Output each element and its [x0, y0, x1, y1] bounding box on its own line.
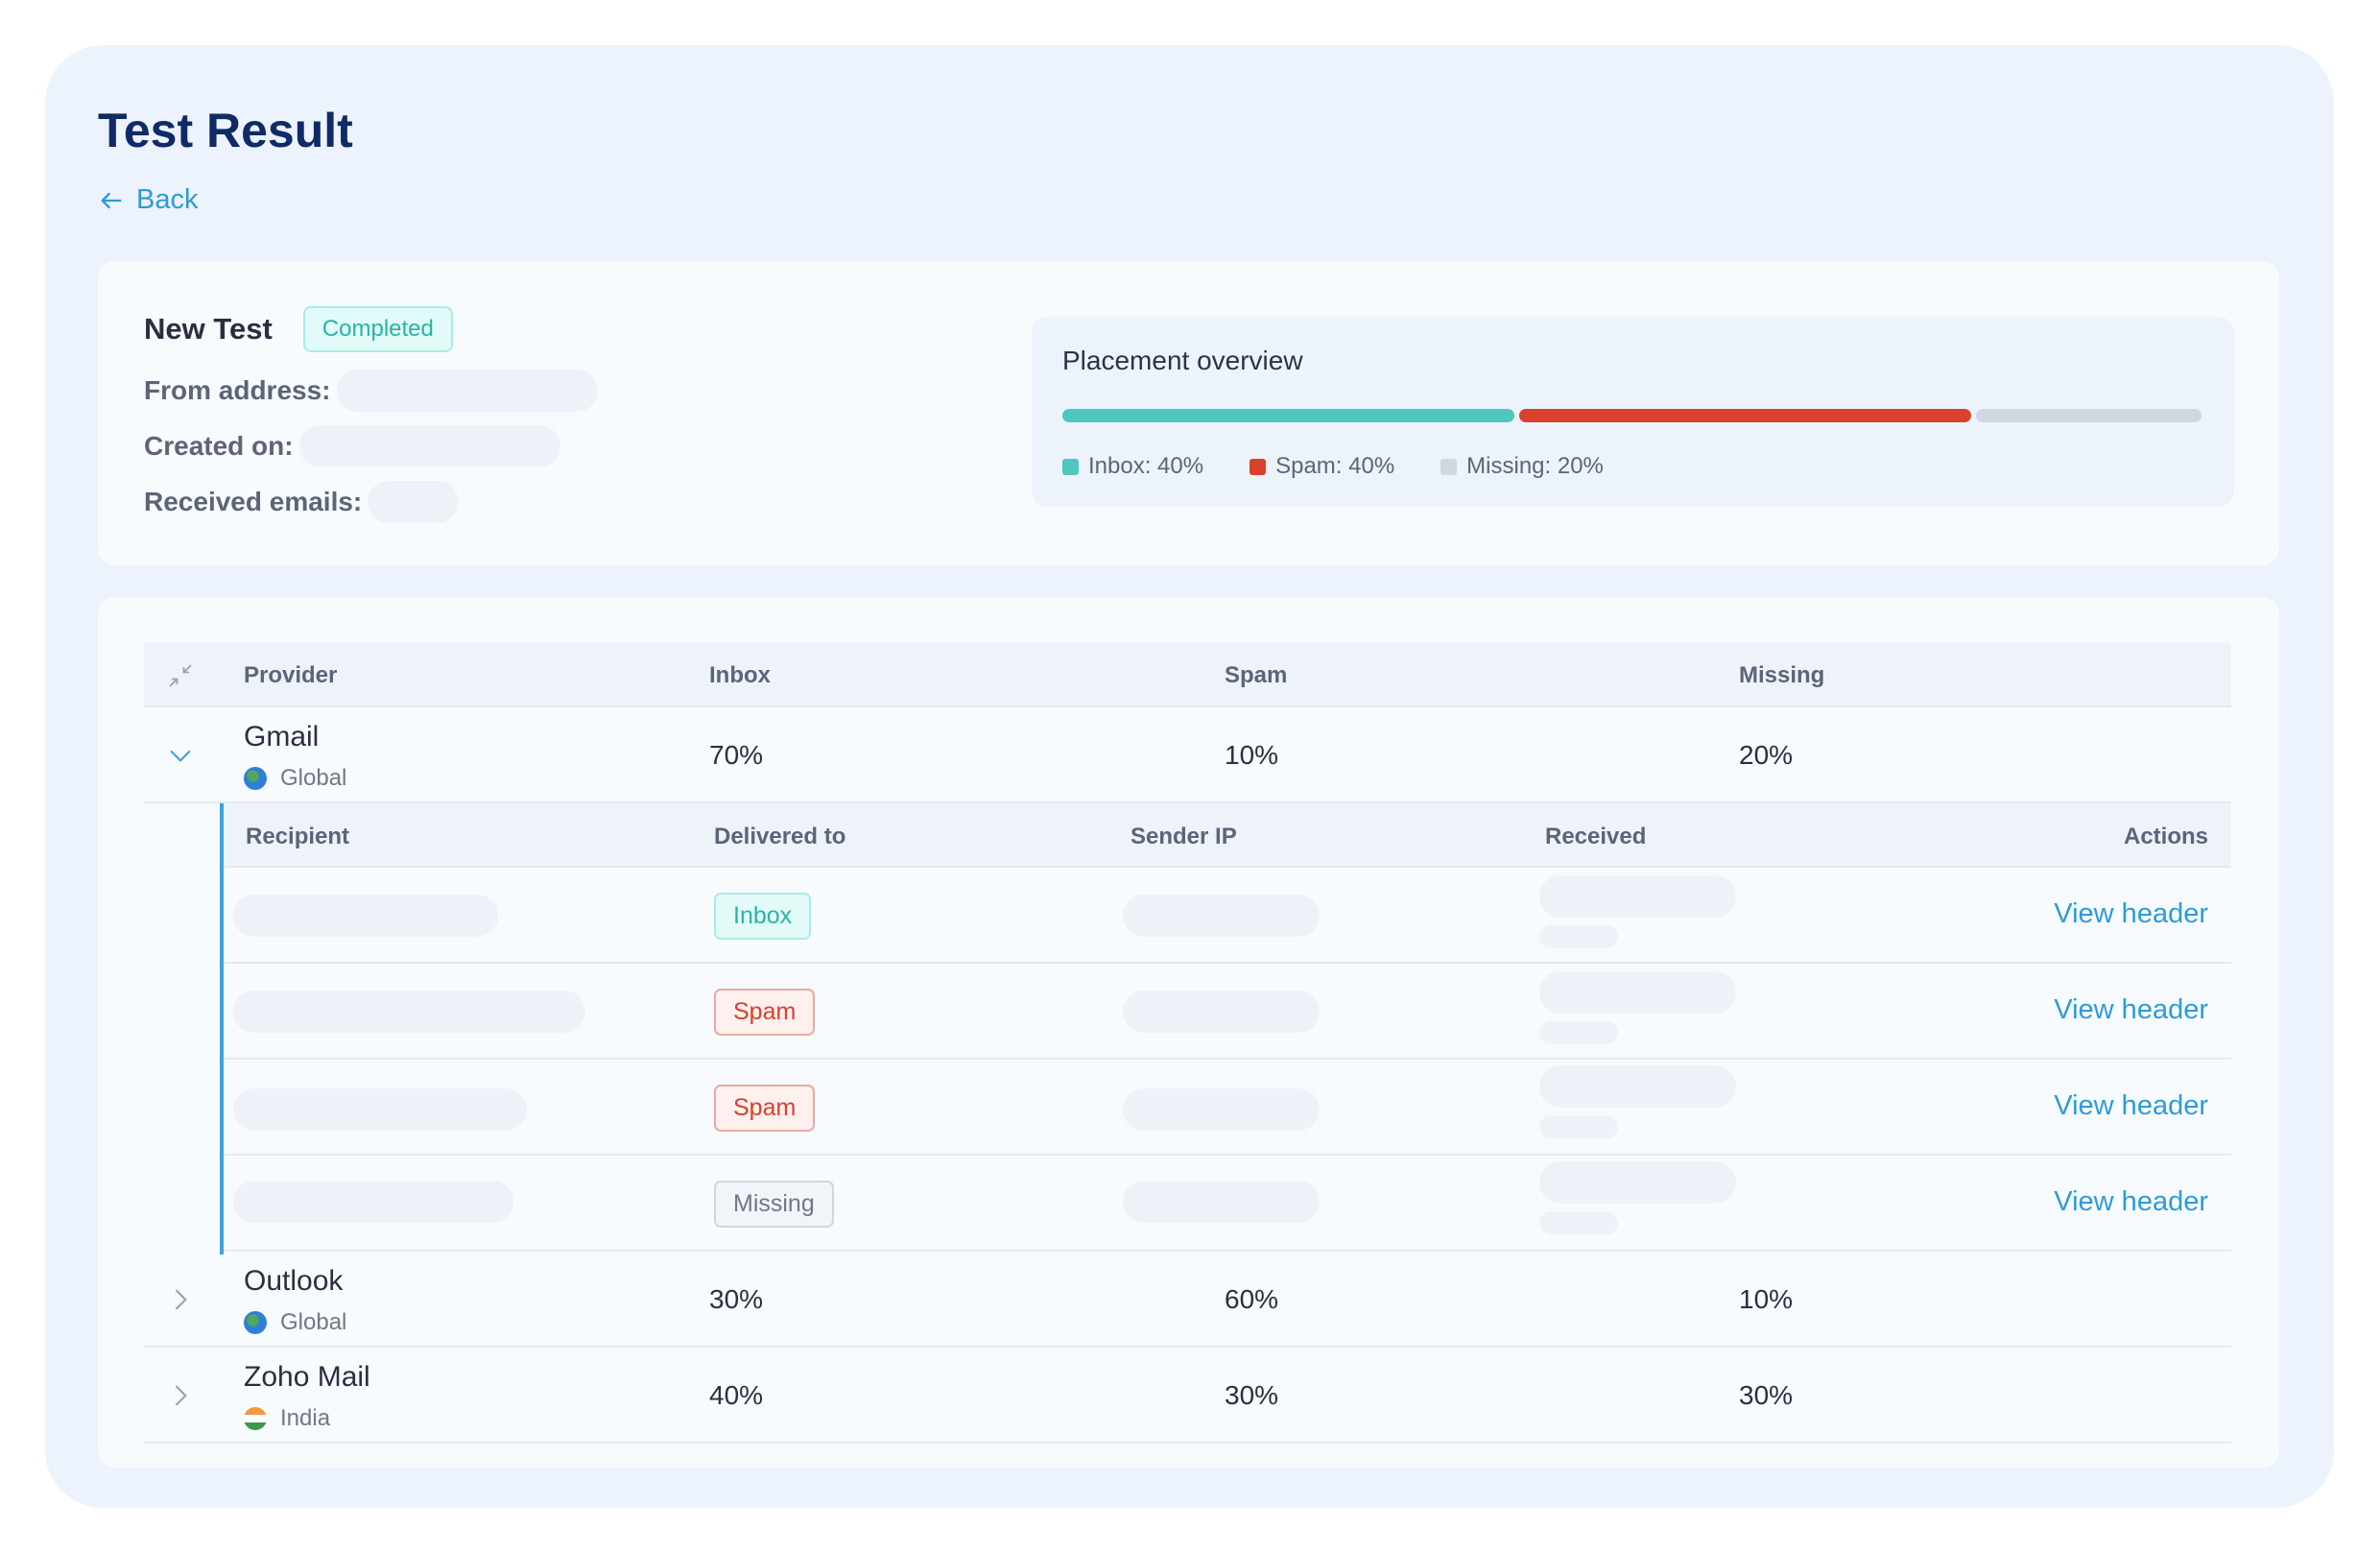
- inbox-percent: 30%: [709, 1284, 764, 1314]
- chevron-down-icon[interactable]: [165, 740, 196, 771]
- legend-item-inbox: Inbox: 40%: [1062, 453, 1203, 480]
- delivered-tag: Spam: [714, 989, 816, 1036]
- legend-label: Missing: 20%: [1466, 453, 1604, 479]
- provider-region: Global: [244, 1309, 346, 1336]
- provider-name: Outlook: [244, 1265, 344, 1297]
- page-title: Test Result: [98, 104, 353, 157]
- spam-percent: 60%: [1225, 1284, 1279, 1314]
- created-on-placeholder: [298, 425, 560, 467]
- placement-segment-inbox: [1062, 409, 1514, 422]
- placement-segment-missing: [1975, 409, 2202, 422]
- received-time-placeholder: [1539, 1115, 1618, 1138]
- received-time-placeholder: [1539, 925, 1618, 948]
- region-label: Global: [280, 1309, 347, 1335]
- legend-swatch: [1250, 458, 1267, 475]
- spam-percent: 30%: [1225, 1380, 1279, 1410]
- spam-percent: 10%: [1225, 740, 1279, 770]
- detail-row: Spam View header: [224, 1060, 2231, 1156]
- placement-segment-spam: [1518, 409, 1971, 422]
- missing-percent: 10%: [1739, 1284, 1794, 1314]
- missing-percent: 30%: [1739, 1380, 1794, 1410]
- header-sender-ip: Sender IP: [1130, 824, 1237, 849]
- provider-name: Gmail: [244, 721, 320, 753]
- header-delivered-to: Delivered to: [714, 824, 846, 849]
- legend-swatch: [1440, 458, 1458, 475]
- view-header-link[interactable]: View header: [2054, 994, 2208, 1025]
- placement-legend: Inbox: 40% Spam: 40% Missing: 20%: [1062, 453, 1604, 480]
- provider-name: Zoho Mail: [244, 1361, 370, 1393]
- view-header-link[interactable]: View header: [2054, 1090, 2208, 1121]
- collapse-arrows-icon[interactable]: [167, 662, 194, 689]
- test-summary-card: New Test Completed From address: Created…: [98, 261, 2279, 565]
- view-header-link[interactable]: View header: [2054, 1186, 2208, 1217]
- delivered-tag: Missing: [714, 1181, 834, 1228]
- table-header: Provider Inbox Spam Missing: [144, 643, 2231, 707]
- header-missing: Missing: [1739, 662, 1825, 688]
- region-label: Global: [280, 765, 347, 791]
- inbox-percent: 40%: [709, 1380, 764, 1410]
- placement-bar: [1062, 409, 2202, 422]
- provider-region: Global: [244, 765, 346, 792]
- sender-ip-placeholder: [1123, 991, 1320, 1033]
- legend-item-spam: Spam: 40%: [1250, 453, 1394, 480]
- sender-ip-placeholder: [1123, 1088, 1320, 1131]
- detail-header: Recipient Delivered to Sender IP Receive…: [224, 803, 2231, 868]
- legend-swatch: [1062, 458, 1079, 475]
- sender-ip-placeholder: [1123, 895, 1320, 937]
- globe-icon: [244, 1311, 267, 1334]
- gmail-detail-table: Recipient Delivered to Sender IP Receive…: [220, 803, 2231, 1254]
- recipient-placeholder: [233, 1088, 527, 1131]
- provider-row-outlook[interactable]: Outlook Global 30% 60% 10%: [144, 1252, 2231, 1348]
- placement-overview: Placement overview Inbox: 40% Spam: 40% Mi…: [1032, 317, 2234, 507]
- provider-region: India: [244, 1405, 330, 1432]
- provider-row-zoho[interactable]: Zoho Mail India 40% 30% 30%: [144, 1348, 2231, 1444]
- received-placeholder: [1539, 1161, 1736, 1204]
- provider-row-gmail[interactable]: Gmail Global 70% 10% 20%: [144, 707, 2231, 803]
- created-on-label: Created on:: [144, 431, 294, 461]
- received-placeholder: [1539, 875, 1736, 918]
- missing-percent: 20%: [1739, 740, 1794, 770]
- header-actions: Actions: [2123, 824, 2208, 849]
- delivered-tag: Spam: [714, 1085, 816, 1132]
- received-placeholder: [1539, 1065, 1736, 1108]
- recipient-placeholder: [233, 991, 585, 1033]
- test-name: New Test: [144, 312, 273, 346]
- arrow-left-icon: [101, 192, 122, 208]
- india-flag-icon: [244, 1407, 267, 1430]
- back-label: Back: [136, 184, 199, 215]
- recipient-placeholder: [233, 1181, 513, 1223]
- from-address-label: From address:: [144, 375, 331, 405]
- inbox-percent: 70%: [709, 740, 764, 770]
- detail-row: Spam View header: [224, 964, 2231, 1060]
- chevron-right-icon[interactable]: [165, 1380, 196, 1411]
- globe-icon: [244, 767, 267, 790]
- received-emails-placeholder: [368, 481, 460, 523]
- header-spam: Spam: [1225, 662, 1288, 688]
- placement-title: Placement overview: [1062, 346, 1303, 375]
- header-recipient: Recipient: [246, 824, 350, 849]
- header-received: Received: [1545, 824, 1647, 849]
- header-provider: Provider: [244, 662, 338, 688]
- delivered-tag: Inbox: [714, 893, 812, 940]
- header-inbox: Inbox: [709, 662, 771, 688]
- provider-table-card: Provider Inbox Spam Missing Gmail Global…: [98, 597, 2279, 1468]
- region-label: India: [280, 1405, 331, 1431]
- detail-row: Missing View header: [224, 1156, 2231, 1252]
- legend-label: Spam: 40%: [1275, 453, 1395, 479]
- from-address-placeholder: [336, 370, 598, 412]
- view-header-link[interactable]: View header: [2054, 898, 2208, 929]
- sender-ip-placeholder: [1123, 1181, 1320, 1223]
- legend-item-missing: Missing: 20%: [1440, 453, 1604, 480]
- legend-label: Inbox: 40%: [1088, 453, 1204, 479]
- detail-row: Inbox View header: [224, 868, 2231, 964]
- back-link[interactable]: Back: [98, 184, 198, 216]
- received-emails-label: Received emails:: [144, 487, 363, 516]
- received-time-placeholder: [1539, 1211, 1618, 1234]
- received-placeholder: [1539, 971, 1736, 1014]
- status-badge: Completed: [302, 306, 453, 352]
- chevron-right-icon[interactable]: [165, 1284, 196, 1315]
- page-frame: Test Result Back New Test Completed From…: [45, 45, 2334, 1508]
- recipient-placeholder: [233, 895, 498, 937]
- received-time-placeholder: [1539, 1021, 1618, 1044]
